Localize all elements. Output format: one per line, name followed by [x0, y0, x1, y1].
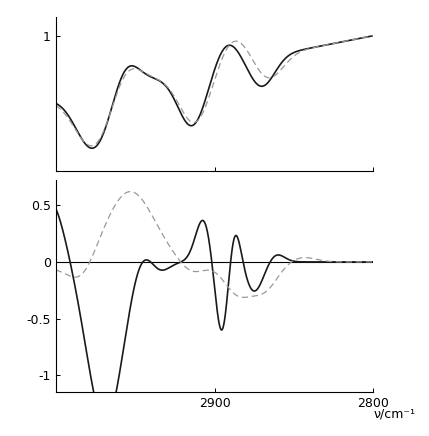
Text: ν/cm⁻¹: ν/cm⁻¹ — [373, 407, 415, 420]
